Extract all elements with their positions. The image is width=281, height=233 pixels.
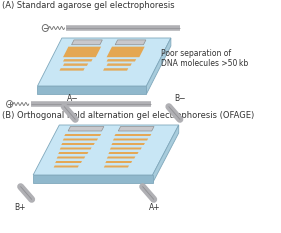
Polygon shape xyxy=(118,127,154,131)
Polygon shape xyxy=(61,143,95,145)
Polygon shape xyxy=(37,38,171,86)
Polygon shape xyxy=(63,47,101,57)
Polygon shape xyxy=(33,125,179,175)
Polygon shape xyxy=(68,127,104,131)
Polygon shape xyxy=(60,68,85,71)
Polygon shape xyxy=(111,143,145,145)
Text: DNA molecules >50 kb: DNA molecules >50 kb xyxy=(161,58,248,68)
Text: B+: B+ xyxy=(14,203,26,212)
Polygon shape xyxy=(107,157,135,158)
Polygon shape xyxy=(106,47,145,57)
Polygon shape xyxy=(108,152,139,154)
Polygon shape xyxy=(113,138,148,140)
Text: (A) Standard agarose gel electrophoresis: (A) Standard agarose gel electrophoresis xyxy=(2,1,175,10)
Text: A+: A+ xyxy=(148,203,160,212)
Polygon shape xyxy=(63,138,98,140)
Polygon shape xyxy=(64,134,101,136)
Polygon shape xyxy=(115,40,146,45)
Polygon shape xyxy=(106,63,132,66)
Text: B−: B− xyxy=(175,94,186,103)
Polygon shape xyxy=(153,125,179,183)
Polygon shape xyxy=(106,59,136,62)
Polygon shape xyxy=(63,59,92,62)
Text: (B) Orthogonal field alternation gel electrophoresis (OFAGE): (B) Orthogonal field alternation gel ele… xyxy=(2,111,254,120)
Polygon shape xyxy=(114,134,151,136)
Polygon shape xyxy=(60,147,92,150)
Polygon shape xyxy=(37,86,146,94)
Polygon shape xyxy=(54,165,79,168)
Polygon shape xyxy=(105,161,132,163)
Text: A−: A− xyxy=(67,94,78,103)
Polygon shape xyxy=(57,157,85,158)
Polygon shape xyxy=(55,161,82,163)
Polygon shape xyxy=(110,147,142,150)
Polygon shape xyxy=(58,152,89,154)
Polygon shape xyxy=(146,38,171,94)
Polygon shape xyxy=(63,63,88,66)
Text: Poor separation of: Poor separation of xyxy=(161,49,232,58)
Polygon shape xyxy=(72,40,102,45)
Polygon shape xyxy=(33,175,153,183)
Polygon shape xyxy=(103,68,128,71)
Polygon shape xyxy=(104,165,129,168)
